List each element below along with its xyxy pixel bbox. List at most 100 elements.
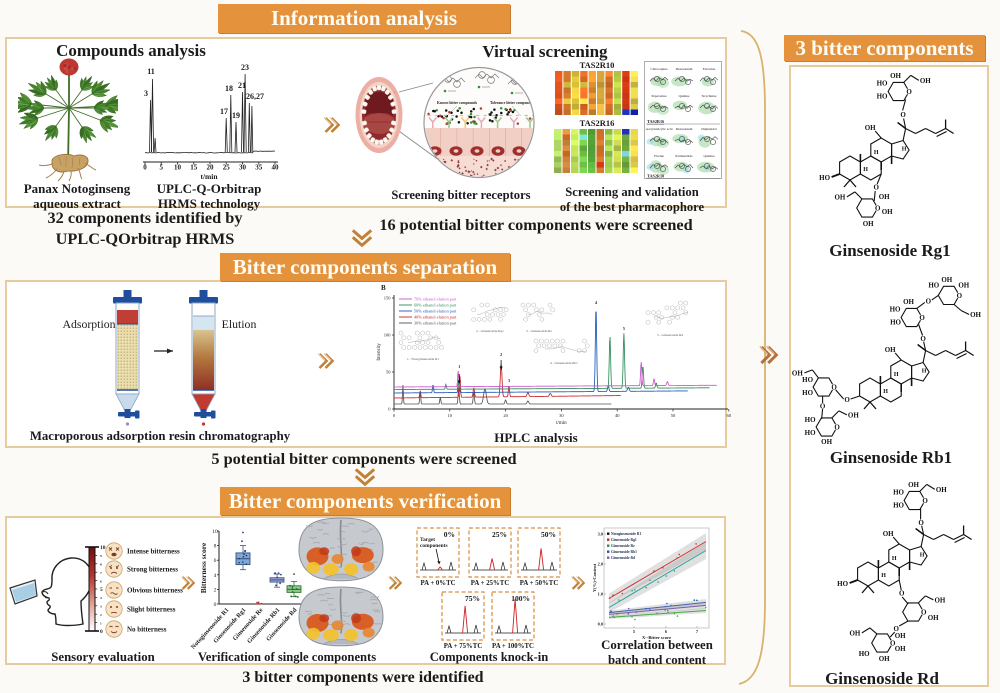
svg-text:H: H: [902, 147, 907, 153]
svg-text:5 - Ginsenoside Rd: 5 - Ginsenoside Rd: [657, 333, 683, 337]
svg-text:8: 8: [100, 563, 102, 567]
svg-text:HO: HO: [893, 489, 904, 497]
svg-text:OH: OH: [865, 124, 876, 132]
svg-text:70% ethanol elution part: 70% ethanol elution part: [414, 297, 457, 302]
svg-text:0: 0: [388, 407, 391, 412]
svg-text:Notoginsenoside R1: Notoginsenoside R1: [611, 532, 641, 536]
svg-text:Tolerance bitter compounds: Tolerance bitter compounds: [490, 101, 535, 105]
svg-text:1: 1: [458, 364, 461, 369]
svg-text:25%: 25%: [492, 530, 507, 539]
svg-text:H: H: [883, 389, 888, 395]
svg-text:OH: OH: [883, 530, 894, 538]
svg-text:5: 5: [623, 326, 626, 331]
svg-text:Ginsenoside Rg1: Ginsenoside Rg1: [611, 538, 637, 542]
svg-text:8: 8: [214, 544, 217, 550]
svg-text:O: O: [920, 335, 926, 343]
svg-text:7: 7: [100, 571, 102, 575]
svg-text:Acetylsalicylic acid: Acetylsalicylic acid: [646, 127, 673, 131]
svg-text:OH: OH: [834, 193, 845, 201]
svg-text:O: O: [820, 402, 826, 410]
svg-text:60: 60: [727, 413, 732, 418]
svg-text:X--Bitter score: X--Bitter score: [642, 635, 671, 640]
svg-text:O: O: [875, 204, 881, 212]
svg-text:9: 9: [100, 554, 102, 558]
svg-text:10: 10: [212, 529, 218, 535]
svg-text:10: 10: [174, 164, 182, 172]
svg-text:OH: OH: [879, 193, 890, 201]
svg-text:60% ethanol elution part: 60% ethanol elution part: [414, 303, 457, 308]
svg-text:0%: 0%: [444, 530, 455, 539]
svg-text:Intensity: Intensity: [377, 343, 382, 361]
svg-text:HO: HO: [805, 429, 816, 437]
svg-text:HO: HO: [893, 502, 904, 510]
svg-text:Known bitter compounds: Known bitter compounds: [437, 101, 478, 105]
svg-text:10: 10: [448, 413, 453, 418]
svg-text:O: O: [899, 589, 905, 597]
svg-text:H: H: [922, 369, 927, 375]
svg-text:25: 25: [223, 164, 231, 172]
svg-text:PA + 50%TC: PA + 50%TC: [520, 580, 559, 587]
svg-text:OH: OH: [941, 276, 952, 284]
svg-text:4: 4: [100, 596, 102, 600]
svg-text:H: H: [874, 150, 879, 156]
svg-text:O: O: [834, 423, 840, 431]
svg-text:OH: OH: [928, 614, 939, 622]
svg-text:30% ethanol elution part: 30% ethanol elution part: [414, 321, 457, 326]
svg-text:4: 4: [214, 573, 217, 579]
svg-text:Strong bitterness: Strong bitterness: [127, 566, 178, 574]
svg-text:6: 6: [100, 579, 102, 583]
svg-text:30: 30: [559, 413, 564, 418]
svg-text:Obvious bitterness: Obvious bitterness: [127, 587, 183, 595]
svg-text:19: 19: [232, 111, 240, 120]
svg-text:OH: OH: [849, 629, 860, 637]
svg-text:150: 150: [384, 296, 392, 301]
svg-text:PA + 100%TC: PA + 100%TC: [492, 643, 534, 650]
svg-text:4 - Ginsenoside Rb1: 4 - Ginsenoside Rb1: [550, 361, 578, 365]
svg-text:Intense bitterness: Intense bitterness: [127, 548, 180, 556]
svg-text:B: B: [381, 284, 386, 292]
svg-text:OH: OH: [970, 311, 981, 319]
svg-text:5: 5: [160, 164, 164, 172]
svg-text:PA + 75%TC: PA + 75%TC: [444, 643, 483, 650]
svg-text:Ginsenoside Rd: Ginsenoside Rd: [611, 556, 635, 560]
svg-text:26,27: 26,27: [246, 92, 264, 101]
svg-text:OH: OH: [934, 596, 945, 604]
svg-text:Florine: Florine: [654, 154, 664, 158]
svg-text:Target: Target: [420, 537, 435, 543]
svg-text:OH: OH: [879, 655, 890, 663]
svg-text:O: O: [918, 519, 924, 527]
svg-text:100: 100: [384, 333, 392, 338]
svg-text:O: O: [831, 383, 837, 391]
svg-text:H: H: [892, 556, 897, 562]
svg-text:O: O: [844, 396, 850, 404]
svg-text:O: O: [873, 183, 879, 191]
svg-text:components: components: [420, 543, 448, 549]
svg-text:OH: OH: [848, 411, 859, 419]
svg-text:Chloroquine: Chloroquine: [651, 67, 668, 71]
svg-text:H: H: [894, 372, 899, 378]
svg-text:OH: OH: [895, 645, 906, 653]
svg-text:O: O: [890, 639, 896, 647]
svg-text:OH: OH: [895, 632, 906, 640]
svg-text:Denatonium: Denatonium: [676, 67, 693, 71]
svg-text:18: 18: [225, 84, 233, 93]
svg-text:PA + 25%TC: PA + 25%TC: [471, 580, 510, 587]
svg-text:0: 0: [143, 164, 147, 172]
svg-text:No bitterness: No bitterness: [127, 626, 167, 634]
svg-text:TAS2R10: TAS2R10: [647, 174, 664, 179]
svg-text:Parthenolide: Parthenolide: [675, 154, 693, 158]
svg-text:Falcarine: Falcarine: [703, 67, 716, 71]
svg-text:HO: HO: [890, 319, 901, 327]
svg-text:OH: OH: [885, 346, 896, 354]
svg-text:OH: OH: [890, 72, 901, 80]
svg-text:Diphenidol: Diphenidol: [701, 127, 716, 131]
svg-text:5: 5: [100, 587, 103, 593]
svg-text:TAS2R10: TAS2R10: [580, 60, 615, 70]
svg-text:HO: HO: [837, 580, 848, 588]
svg-text:1: 1: [100, 621, 102, 625]
svg-text:75%: 75%: [465, 594, 480, 603]
svg-text:OH: OH: [920, 77, 931, 85]
svg-text:OH: OH: [908, 481, 919, 489]
svg-text:0.0: 0.0: [598, 622, 603, 627]
svg-text:H: H: [881, 573, 886, 579]
